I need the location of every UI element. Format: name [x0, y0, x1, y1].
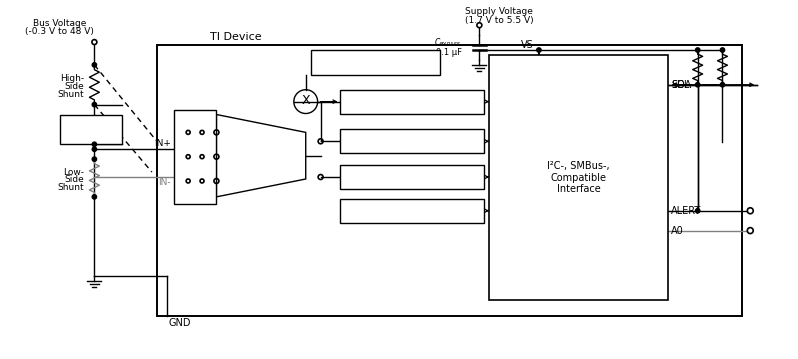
- Bar: [341, 90, 484, 113]
- Text: Shunt: Shunt: [57, 90, 85, 99]
- Text: I²C-, SMBus-,: I²C-, SMBus-,: [547, 160, 610, 171]
- Bar: [310, 50, 440, 75]
- Text: VS: VS: [521, 40, 534, 50]
- Bar: [341, 129, 484, 153]
- Text: High-: High-: [61, 74, 85, 83]
- Bar: [341, 199, 484, 223]
- Text: SDA: SDA: [671, 80, 691, 90]
- Text: GND: GND: [169, 318, 192, 328]
- Circle shape: [696, 83, 700, 87]
- Text: (1.7 V to 5.5 V): (1.7 V to 5.5 V): [465, 16, 534, 25]
- Text: Side: Side: [65, 82, 85, 91]
- Bar: [157, 45, 742, 316]
- Circle shape: [93, 63, 97, 67]
- Text: SCL: SCL: [671, 80, 689, 90]
- Text: Current Register: Current Register: [373, 137, 452, 146]
- Text: $C_{\mathrm{BYPASS}}$: $C_{\mathrm{BYPASS}}$: [434, 37, 461, 49]
- Bar: [341, 165, 484, 189]
- Text: Compatible: Compatible: [551, 173, 606, 182]
- Circle shape: [93, 147, 97, 151]
- Circle shape: [696, 209, 700, 213]
- Text: Supply Voltage: Supply Voltage: [465, 7, 533, 17]
- Text: I: I: [212, 183, 215, 192]
- Text: Alert Register: Alert Register: [380, 206, 445, 215]
- Text: ADC: ADC: [251, 151, 275, 161]
- Circle shape: [721, 83, 725, 87]
- Text: 0.1 µF: 0.1 µF: [436, 48, 461, 57]
- Text: ALERT: ALERT: [671, 206, 701, 216]
- Text: X: X: [302, 94, 310, 107]
- Circle shape: [93, 157, 97, 161]
- Circle shape: [93, 102, 97, 107]
- Text: TI Device: TI Device: [211, 32, 262, 42]
- Text: IN-: IN-: [158, 178, 171, 187]
- Circle shape: [537, 48, 541, 52]
- Bar: [174, 109, 216, 204]
- Circle shape: [721, 48, 725, 52]
- Text: Low-: Low-: [64, 168, 85, 177]
- Text: Voltage Register: Voltage Register: [373, 173, 452, 182]
- Circle shape: [93, 142, 97, 146]
- Circle shape: [696, 48, 700, 52]
- Text: Bus Voltage: Bus Voltage: [33, 19, 86, 28]
- Bar: [60, 115, 122, 144]
- Text: Load: Load: [78, 124, 104, 134]
- Bar: [489, 55, 668, 300]
- Text: (-0.3 V to 48 V): (-0.3 V to 48 V): [26, 27, 94, 36]
- Text: IN+: IN+: [154, 139, 171, 148]
- Text: Shunt: Shunt: [57, 183, 85, 192]
- Text: Power Register: Power Register: [377, 97, 448, 106]
- Text: Side: Side: [65, 176, 85, 185]
- Polygon shape: [216, 115, 306, 197]
- Text: A0: A0: [671, 225, 684, 236]
- Text: V: V: [209, 120, 215, 129]
- Circle shape: [93, 195, 97, 199]
- Text: Interface: Interface: [557, 185, 600, 195]
